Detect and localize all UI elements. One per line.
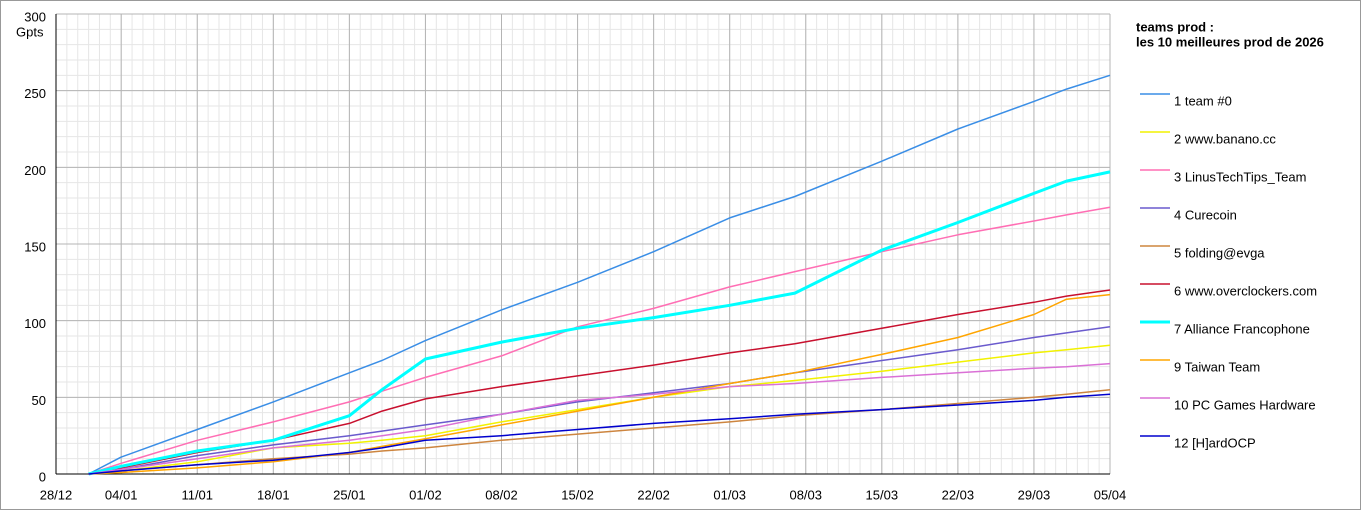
legend-label: 4 Curecoin bbox=[1174, 207, 1237, 222]
series-line bbox=[88, 388, 1111, 475]
x-tick-label: 29/03 bbox=[1018, 487, 1051, 502]
x-tick-label: 22/03 bbox=[942, 487, 975, 502]
y-tick-label: 0 bbox=[39, 469, 46, 484]
series-line bbox=[88, 344, 1111, 475]
x-tick-label: 05/04 bbox=[1094, 487, 1127, 502]
x-tick-label: 01/02 bbox=[409, 487, 442, 502]
x-tick-label: 18/01 bbox=[257, 487, 290, 502]
legend-title: teams prod : bbox=[1136, 19, 1214, 34]
x-tick-label: 15/03 bbox=[866, 487, 899, 502]
legend-label: 3 LinusTechTips_Team bbox=[1174, 169, 1306, 184]
y-tick-label: 150 bbox=[24, 239, 46, 254]
series-line bbox=[88, 326, 1111, 475]
y-axis-label: Gpts bbox=[16, 24, 44, 39]
x-tick-label: 22/02 bbox=[637, 487, 670, 502]
x-tick-label: 28/12 bbox=[40, 487, 73, 502]
legend-title: les 10 meilleures prod de 2026 bbox=[1136, 34, 1324, 49]
series-line bbox=[88, 293, 1111, 475]
legend-label: 7 Alliance Francophone bbox=[1174, 321, 1310, 336]
y-tick-label: 100 bbox=[24, 316, 46, 331]
y-tick-label: 200 bbox=[24, 163, 46, 178]
x-tick-label: 04/01 bbox=[105, 487, 138, 502]
x-tick-label: 08/03 bbox=[789, 487, 822, 502]
y-tick-label: 300 bbox=[24, 9, 46, 24]
legend-label: 12 [H]ardOCP bbox=[1174, 435, 1256, 450]
x-tick-label: 08/02 bbox=[485, 487, 518, 502]
y-tick-label: 50 bbox=[32, 393, 46, 408]
legend-label: 9 Taiwan Team bbox=[1174, 359, 1260, 374]
legend-label: 6 www.overclockers.com bbox=[1174, 283, 1317, 298]
y-tick-label: 250 bbox=[24, 86, 46, 101]
x-tick-label: 25/01 bbox=[333, 487, 366, 502]
x-tick-label: 15/02 bbox=[561, 487, 594, 502]
series-line bbox=[88, 74, 1111, 475]
series-line bbox=[88, 393, 1111, 475]
x-tick-label: 01/03 bbox=[713, 487, 746, 502]
x-tick-label: 11/01 bbox=[181, 487, 213, 502]
series-line bbox=[88, 362, 1111, 475]
legend-label: 2 www.banano.cc bbox=[1174, 131, 1276, 146]
series-line bbox=[88, 170, 1111, 476]
legend-label: 10 PC Games Hardware bbox=[1174, 397, 1316, 412]
legend-label: 5 folding@evga bbox=[1174, 245, 1265, 260]
legend-label: 1 team #0 bbox=[1174, 93, 1232, 108]
